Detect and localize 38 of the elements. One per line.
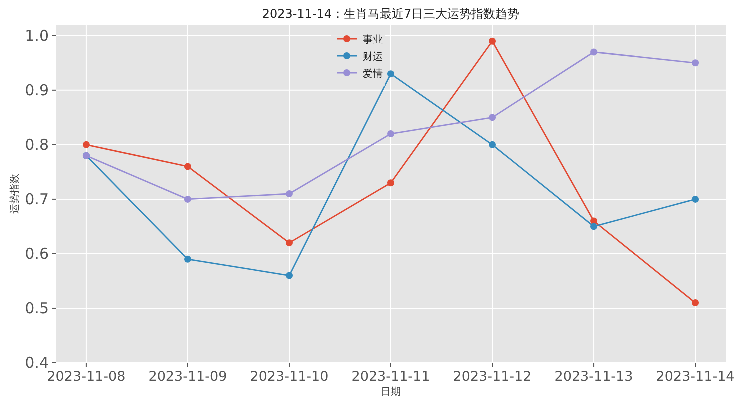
point — [388, 70, 394, 78]
x-tick-label: 2023-11-11 — [352, 369, 430, 385]
y-axis-title: 运势指数 — [9, 174, 21, 214]
legend-label: 爱情 — [363, 68, 383, 80]
x-tick-label: 2023-11-10 — [250, 369, 329, 385]
y-tick-label: 0.8 — [25, 136, 49, 154]
y-tick-label: 0.4 — [25, 354, 49, 372]
point — [82, 141, 90, 148]
point — [184, 196, 192, 203]
x-tick-label: 2023-11-08 — [47, 369, 126, 385]
x-tick-label: 2023-11-12 — [453, 369, 532, 385]
chart-title: 2023-11-14：生肖马最近7日三大运势指数趋势 — [262, 7, 520, 21]
point — [489, 141, 496, 148]
y-tick-label: 0.6 — [25, 244, 49, 263]
point — [286, 272, 293, 280]
y-tick-label: 0.9 — [25, 81, 49, 100]
point — [388, 180, 394, 187]
point — [692, 300, 700, 307]
point — [590, 48, 598, 56]
point — [388, 130, 394, 138]
point — [184, 256, 192, 263]
y-tick-label: 0.7 — [25, 190, 49, 208]
point — [692, 196, 700, 203]
x-tick-label: 2023-11-14 — [656, 369, 735, 385]
point — [184, 163, 192, 170]
y-tick-label: 0.5 — [25, 299, 49, 318]
point — [286, 240, 293, 247]
x-tick-label: 2023-11-13 — [554, 369, 634, 385]
point — [590, 223, 598, 230]
point — [489, 38, 496, 45]
x-axis-title: 日期 — [381, 386, 401, 398]
legend-label: 财运 — [363, 51, 383, 63]
x-tick-label: 2023-11-09 — [148, 369, 228, 385]
point — [692, 60, 700, 67]
point — [286, 190, 293, 198]
point — [489, 114, 496, 122]
legend-label: 事业 — [363, 34, 383, 46]
y-tick-label: 1.0 — [25, 26, 49, 45]
